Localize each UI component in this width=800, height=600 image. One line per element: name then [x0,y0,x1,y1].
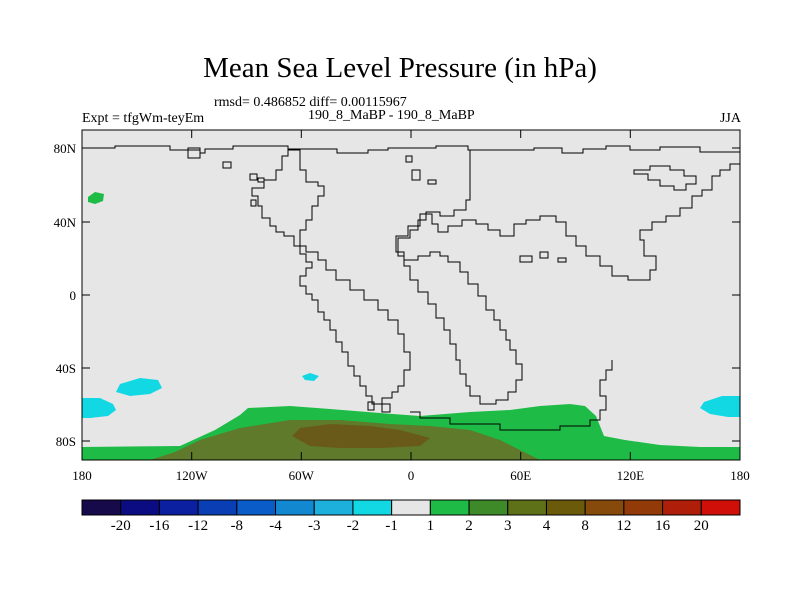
green-contour [88,192,104,204]
y-tick-label: 0 [70,288,77,303]
colorbar-swatch [700,499,741,516]
colorbar-label: 16 [655,518,671,534]
colorbar-swatch [158,499,199,516]
colorbar-swatch [429,499,470,516]
x-tick-label: 180 [72,468,92,483]
chart-title: Mean Sea Level Pressure (in hPa) [203,52,597,84]
colorbar-label: -1 [385,518,398,534]
colorbar-swatch [468,499,509,516]
colorbar-swatch [197,499,238,516]
colorbar-swatch [81,499,122,516]
colorbar-label: 3 [504,518,512,534]
colorbar-label: -8 [230,518,244,534]
colorbar-swatch [352,499,393,516]
colorbar [81,499,741,516]
brown-contour [292,424,430,448]
colorbar-label: 20 [693,518,709,534]
colorbar-swatch [391,499,431,516]
colorbar-swatch [545,499,586,516]
colorbar-swatch [313,499,354,516]
coastlines [82,145,740,431]
cyan-contour [82,398,116,418]
colorbar-swatch [120,499,160,516]
colorbar-label: 2 [465,518,473,534]
cyan-contour [116,378,162,396]
y-tick-label: 40S [56,361,76,376]
x-tick-label: 180 [730,468,750,483]
y-tick-label: 40N [54,215,77,230]
cyan-contour [700,396,740,417]
comparison-label: 190_8_MaBP - 190_8_MaBP [308,108,475,123]
colorbar-label: -4 [269,518,282,534]
experiment-label: Expt = tfgWm-teyEm [82,111,205,126]
colorbar-label: -16 [149,518,170,534]
colorbar-label: 1 [426,518,435,534]
x-axis: 180 120W 60W 0 60E 120E 180 [72,130,750,483]
plot-area [82,130,740,460]
x-tick-label: 60E [510,468,531,483]
colorbar-label: -3 [307,518,321,534]
colorbar-swatch [584,499,625,516]
x-tick-label: 0 [408,468,415,483]
colorbar-swatch [662,499,702,516]
colorbar-swatch [275,499,315,516]
colorbar-swatch [623,499,664,516]
y-tick-label: 80N [54,141,77,156]
y-tick-label: 80S [56,434,76,449]
colorbar-label: 8 [581,518,589,534]
colorbar-label: -12 [188,518,209,534]
colorbar-swatch [507,499,547,516]
colorbar-label: -2 [346,518,360,534]
colorbar-label: 4 [542,518,551,534]
season-label: JJA [719,111,741,126]
x-tick-label: 120W [176,468,209,483]
stats-line: rmsd= 0.486852 diff= 0.00115967 [214,95,407,110]
cyan-contour [302,373,319,381]
x-tick-label: 60W [289,468,315,483]
x-tick-label: 120E [617,468,645,483]
y-axis: 80N 40N 0 40S 80S [54,141,740,449]
colorbar-label: -20 [110,518,131,534]
colorbar-label: 12 [616,518,632,534]
colorbar-swatch [236,499,277,516]
